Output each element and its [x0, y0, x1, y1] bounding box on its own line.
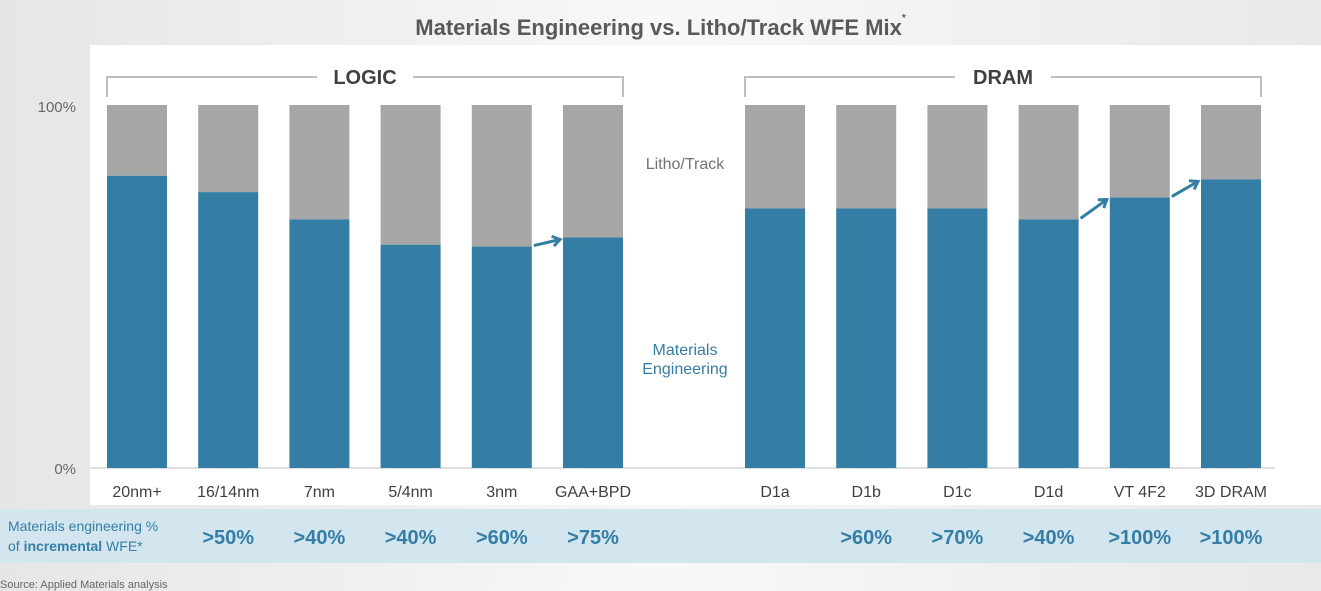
table-label-line2: of incremental WFE* [8, 537, 143, 555]
y-tick-100: 100% [38, 99, 76, 116]
table-label-of: of [8, 538, 24, 554]
group-bracket [744, 76, 1262, 97]
source-note: Source: Applied Materials analysis [0, 579, 168, 591]
table-label-line1: Materials engineering % [8, 518, 158, 534]
incremental-wfe-value: >40% [385, 527, 437, 549]
bar-materials-engineering [927, 208, 988, 468]
chart-title-footnote-mark: * [901, 13, 906, 24]
x-tick-label: D1a [760, 484, 789, 501]
bar-litho-track [289, 105, 350, 220]
trend-arrow-head [1188, 179, 1201, 191]
table-band [0, 509, 1321, 563]
bar-materials-engineering [745, 208, 805, 468]
y-tick-0: 0% [54, 461, 76, 478]
bar-materials-engineering [107, 175, 167, 468]
chart-title-text: Materials Engineering vs. Litho/Track WF… [415, 15, 902, 40]
bar-litho-track [1201, 105, 1261, 180]
incremental-wfe-value: >100% [1200, 527, 1263, 549]
trend-arrow-head [1097, 198, 1109, 209]
x-tick-label: D1b [852, 484, 881, 501]
bar-materials-engineering [380, 244, 441, 468]
incremental-wfe-value: >100% [1108, 527, 1171, 549]
x-tick-label: 5/4nm [388, 484, 432, 501]
x-tick-label: D1d [1034, 484, 1063, 501]
incremental-wfe-value: >40% [294, 527, 346, 549]
bar-materials-engineering [1109, 197, 1170, 468]
bar-materials-engineering [836, 208, 897, 468]
trend-arrow-head [551, 234, 563, 248]
bar-materials-engineering [471, 246, 532, 468]
x-tick-label: 3nm [486, 484, 517, 501]
bar-litho-track [1109, 105, 1170, 198]
incremental-wfe-value: >60% [476, 527, 528, 549]
bar-litho-track [198, 105, 259, 193]
bar-litho-track [471, 105, 532, 247]
incremental-wfe-value: >40% [1023, 527, 1075, 549]
x-tick-label: 7nm [304, 484, 335, 501]
materials-label-line2: Engineering [642, 361, 727, 378]
x-tick-label: 20nm+ [112, 484, 161, 501]
bar-litho-track [107, 105, 167, 176]
x-tick-label: 3D DRAM [1195, 484, 1267, 501]
bar-litho-track [745, 105, 805, 209]
materials-label-line1: Materials [653, 342, 718, 359]
bar-litho-track [1018, 105, 1079, 220]
table-label-end: WFE* [102, 538, 143, 554]
x-tick-label: D1c [943, 484, 971, 501]
bar-litho-track [836, 105, 897, 209]
group-label-dram: DRAM [973, 67, 1033, 89]
bar-materials-engineering [198, 192, 259, 468]
incremental-wfe-value: >75% [567, 527, 619, 549]
trend-arrow [1079, 198, 1108, 220]
incremental-wfe-value: >70% [932, 527, 984, 549]
group-bracket [106, 76, 624, 97]
incremental-wfe-value: >60% [840, 527, 892, 549]
bar-materials-engineering [563, 237, 623, 468]
bar-materials-engineering [1018, 219, 1079, 468]
incremental-wfe-value: >50% [202, 527, 254, 549]
trend-arrow [533, 238, 561, 248]
chart-title: Materials Engineering vs. Litho/Track WF… [0, 14, 1321, 42]
x-tick-label: GAA+BPD [555, 484, 631, 501]
litho-track-label: Litho/Track [646, 156, 726, 173]
x-tick-label: VT 4F2 [1114, 484, 1166, 501]
trend-arrow [1171, 180, 1199, 198]
group-label-logic: LOGIC [333, 67, 396, 89]
bar-litho-track [380, 105, 441, 245]
bar-materials-engineering [289, 219, 350, 468]
bar-litho-track [927, 105, 988, 209]
table-label-bold: incremental [23, 538, 103, 554]
bar-litho-track [563, 105, 623, 238]
x-tick-label: 16/14nm [197, 484, 259, 501]
bar-materials-engineering [1201, 179, 1261, 469]
